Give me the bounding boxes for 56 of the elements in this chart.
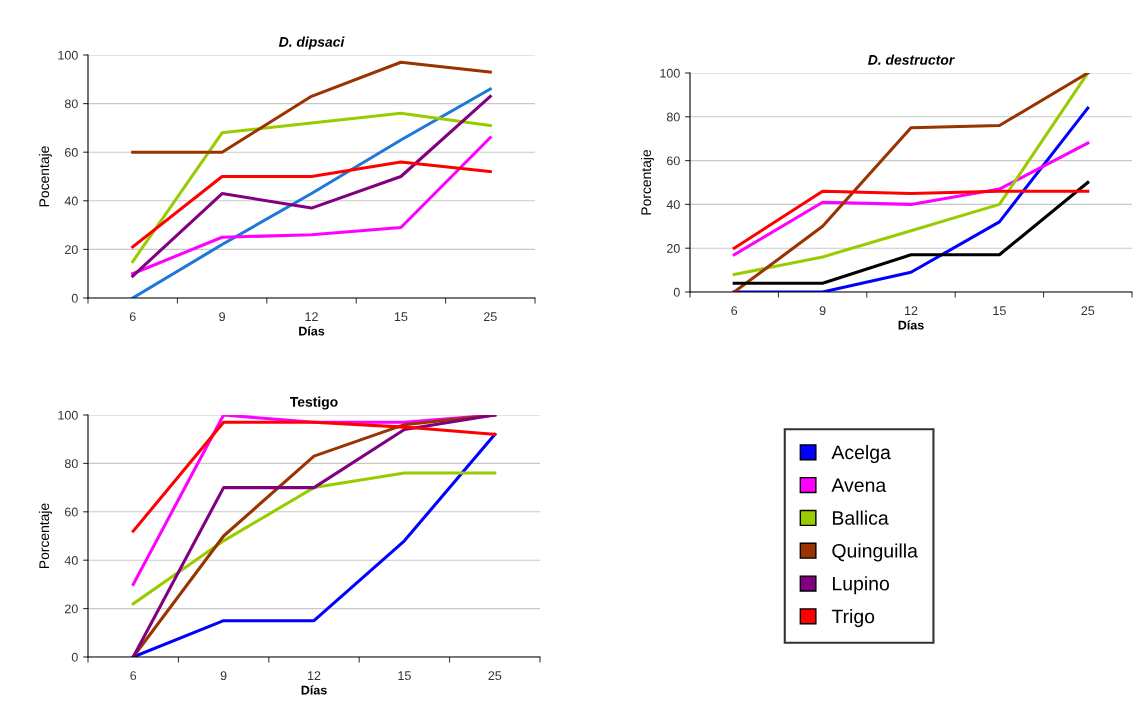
line-series bbox=[131, 136, 492, 276]
y-tick-label: 60 bbox=[667, 156, 680, 166]
y-tick-label: 20 bbox=[667, 244, 680, 253]
y-tick-label: 40 bbox=[666, 200, 680, 210]
y-tick-label: 80 bbox=[64, 99, 78, 109]
x-tick-label: 15 bbox=[993, 306, 1006, 316]
y-tick-label: 20 bbox=[65, 245, 78, 255]
y-tick-label: 0 bbox=[71, 652, 78, 662]
line-series bbox=[732, 106, 1090, 292]
x-tick-label: 6 bbox=[731, 306, 738, 316]
y-tick-label: 80 bbox=[64, 459, 78, 469]
y-axis-title: Porcentaje bbox=[38, 503, 52, 569]
line-series bbox=[131, 60, 492, 154]
y-tick-label: 60 bbox=[65, 507, 78, 517]
x-tick-label: 6 bbox=[130, 671, 137, 681]
x-tick-label: 6 bbox=[129, 312, 136, 322]
legend-label: Trigo bbox=[831, 609, 875, 628]
x-axis-title: Días bbox=[898, 320, 924, 330]
x-tick-label: 15 bbox=[394, 312, 408, 322]
x-axis-title: Días bbox=[299, 326, 325, 336]
legend-label: Avena bbox=[831, 478, 887, 493]
line-series bbox=[131, 160, 492, 249]
y-tick-label: 100 bbox=[58, 410, 78, 420]
x-tick-label: 12 bbox=[308, 671, 321, 680]
y-tick-label: 20 bbox=[65, 604, 78, 614]
chart-title: Testigo bbox=[289, 396, 338, 410]
y-tick-label: 100 bbox=[58, 50, 78, 60]
chart-title: D. dipsaci bbox=[278, 36, 345, 50]
y-axis-title: Pocentaje bbox=[38, 146, 52, 207]
legend-label: Lupino bbox=[833, 576, 889, 595]
x-tick-label: 9 bbox=[219, 312, 225, 322]
x-tick-label: 25 bbox=[1081, 306, 1095, 316]
legend-label: Quinguilla bbox=[832, 543, 918, 562]
x-axis-title: Días bbox=[301, 685, 327, 695]
line-series bbox=[732, 141, 1090, 257]
x-tick-label: 9 bbox=[220, 671, 227, 681]
y-tick-label: 60 bbox=[65, 148, 78, 157]
y-tick-label: 100 bbox=[660, 68, 680, 78]
y-tick-label: 40 bbox=[64, 196, 78, 206]
chart-title: D. destructor bbox=[868, 54, 955, 65]
x-tick-label: 25 bbox=[483, 312, 497, 322]
x-tick-label: 12 bbox=[305, 312, 318, 321]
y-tick-label: 0 bbox=[71, 293, 78, 303]
legend-label: Ballica bbox=[833, 510, 889, 525]
x-tick-label: 15 bbox=[398, 671, 411, 681]
y-tick-label: 0 bbox=[673, 287, 680, 297]
legend-label: Acelga bbox=[831, 444, 891, 464]
x-tick-label: 25 bbox=[488, 671, 502, 681]
y-tick-label: 40 bbox=[64, 556, 78, 565]
x-tick-label: 12 bbox=[905, 306, 918, 315]
line-series bbox=[131, 471, 497, 606]
line-series bbox=[131, 420, 497, 533]
x-tick-label: 9 bbox=[819, 306, 826, 316]
line-series bbox=[131, 111, 492, 264]
y-axis-title: Porcentaje bbox=[640, 149, 654, 215]
y-tick-label: 80 bbox=[666, 112, 680, 122]
